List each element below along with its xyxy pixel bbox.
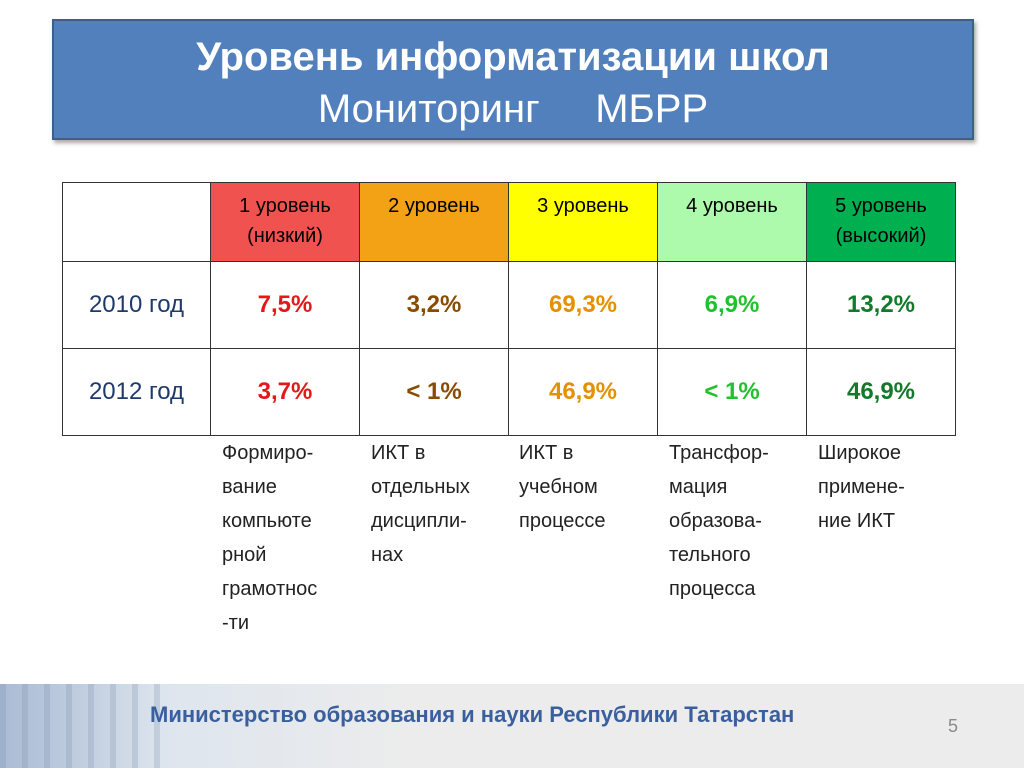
value-cell: 13,2% — [806, 261, 956, 349]
value-cell: 46,9% — [508, 348, 658, 436]
slide-subtitle: Мониторинг МБРР — [317, 87, 709, 131]
header-level-1: 1 уровень (низкий) — [210, 182, 360, 262]
value-cell: < 1% — [359, 348, 509, 436]
description-level-3: ИКТ в учебном процессе — [519, 442, 606, 532]
building-image — [0, 684, 160, 768]
table-header-row: 1 уровень (низкий) 2 уровень 3 уровень 4… — [62, 182, 956, 262]
value-cell: 69,3% — [508, 261, 658, 349]
description-level-5: Широкое примене- ние ИКТ — [818, 442, 905, 532]
value-cell: 6,9% — [657, 261, 807, 349]
footer-organization: Министерство образования и науки Республ… — [150, 702, 795, 727]
description-level-1: Формиро- вание компьюте рной грамотнос -… — [222, 442, 318, 634]
table-row: 2010 год 7,5% 3,2% 69,3% 6,9% 13,2% — [62, 261, 956, 349]
header-level-4: 4 уровень — [657, 182, 807, 262]
levels-table: 1 уровень (низкий) 2 уровень 3 уровень 4… — [62, 182, 956, 436]
page-number: 5 — [948, 716, 959, 736]
row-year-label: 2010 год — [62, 261, 211, 349]
value-cell: 7,5% — [210, 261, 360, 349]
value-cell: 3,2% — [359, 261, 509, 349]
value-cell: 46,9% — [806, 348, 956, 436]
footer-bar — [0, 684, 1024, 768]
header-empty-cell — [62, 182, 211, 262]
description-level-4: Трансфор- мация образова- тельного проце… — [669, 442, 769, 600]
slide-title: Уровень информатизации школ — [196, 35, 830, 79]
description-level-2: ИКТ в отдельных дисципли- нах — [371, 442, 470, 566]
value-cell: 3,7% — [210, 348, 360, 436]
value-cell: < 1% — [657, 348, 807, 436]
title-box: Уровень информатизации школ Мониторинг М… — [52, 19, 974, 140]
header-level-5: 5 уровень (высокий) — [806, 182, 956, 262]
header-level-3: 3 уровень — [508, 182, 658, 262]
row-year-label: 2012 год — [62, 348, 211, 436]
table-row: 2012 год 3,7% < 1% 46,9% < 1% 46,9% — [62, 348, 956, 436]
header-level-2: 2 уровень — [359, 182, 509, 262]
